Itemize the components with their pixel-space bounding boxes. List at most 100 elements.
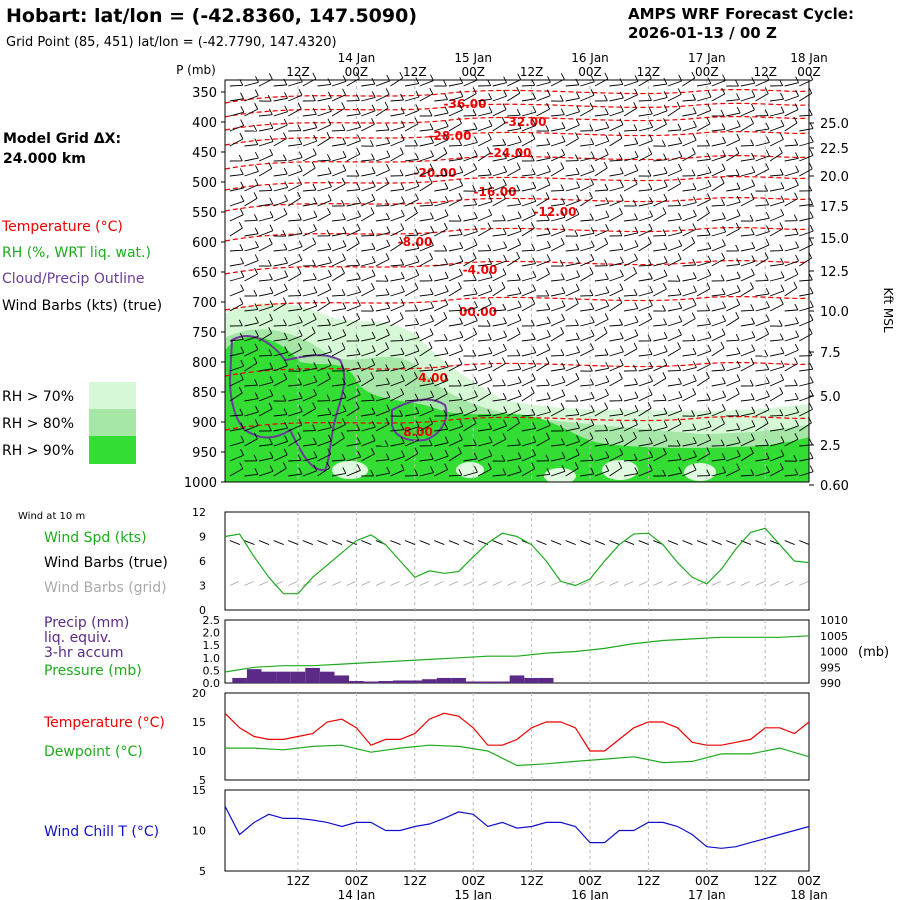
bottom-hour-label: 12Z bbox=[520, 874, 544, 888]
wind-barb-flag bbox=[574, 154, 579, 161]
wind-barb-flag bbox=[575, 319, 579, 326]
wind-barb bbox=[682, 202, 697, 207]
wind-barb-flag bbox=[399, 409, 403, 417]
wind-barb bbox=[799, 141, 814, 147]
wind-barb-flag bbox=[297, 289, 302, 296]
pressure-line bbox=[224, 635, 810, 673]
wind-barb-flag bbox=[604, 259, 608, 266]
legend-precip: Precip (mm) bbox=[44, 615, 129, 631]
wind-barb bbox=[302, 443, 317, 447]
wind-barb bbox=[638, 407, 652, 417]
wind-barb bbox=[740, 474, 754, 477]
wind-barb-flag bbox=[384, 439, 389, 447]
wind-barb bbox=[580, 108, 594, 117]
wind-barb bbox=[711, 155, 726, 162]
wind-barb-flag bbox=[722, 136, 726, 144]
wind-barb-flag bbox=[692, 374, 697, 382]
wind-barb bbox=[623, 80, 639, 87]
wind-barb-flag bbox=[795, 330, 800, 337]
wind-barb bbox=[463, 320, 478, 327]
wind-barb-flag bbox=[429, 363, 434, 371]
wind-barb-flag bbox=[751, 179, 756, 186]
wind-barb-flag bbox=[706, 469, 711, 476]
temperature-contour bbox=[224, 226, 810, 242]
wind-barb bbox=[244, 424, 259, 432]
legend-wind-barbs-true: Wind Barbs (true) bbox=[44, 555, 168, 571]
wind-barb-flag bbox=[488, 257, 493, 265]
wind-barb bbox=[404, 364, 419, 372]
wind-barb-flag bbox=[298, 164, 303, 172]
wind-barb-flag bbox=[590, 75, 595, 83]
wind-barb bbox=[565, 324, 579, 327]
wind-barb-flag bbox=[311, 161, 316, 169]
wind-barb-flag bbox=[313, 286, 318, 293]
wind-barb bbox=[638, 380, 653, 387]
wind-barb-flag bbox=[736, 258, 741, 265]
wind-barb bbox=[463, 93, 477, 102]
wind-barb bbox=[536, 473, 550, 477]
wind-barb bbox=[273, 467, 287, 477]
wind-barb-flag bbox=[764, 252, 769, 259]
wind-barb-flag bbox=[634, 226, 639, 234]
wind-barb bbox=[244, 184, 259, 192]
wind-barb-true bbox=[492, 540, 503, 546]
wind-barb bbox=[492, 233, 507, 237]
wind-barb bbox=[331, 437, 345, 447]
wind-barb-flag bbox=[458, 468, 463, 476]
wind-barb-flag bbox=[663, 256, 668, 263]
wind-barb bbox=[755, 279, 769, 282]
wind-barb-flag bbox=[517, 149, 522, 156]
wind-barb-flag bbox=[254, 392, 259, 399]
wind-barb bbox=[726, 215, 741, 222]
wind-barb bbox=[229, 428, 244, 432]
wind-barb bbox=[288, 411, 303, 417]
wind-barb bbox=[259, 279, 273, 282]
wind-barb bbox=[536, 335, 551, 342]
wind-barb-flag bbox=[369, 139, 374, 147]
wind-barb bbox=[244, 108, 258, 117]
wind-barb-flag bbox=[342, 226, 347, 234]
wind-barb bbox=[259, 114, 273, 117]
wind-barb-flag bbox=[253, 192, 258, 199]
wind-barb-flag bbox=[517, 465, 522, 472]
wind-barb bbox=[404, 261, 420, 267]
wind-barb-flag bbox=[357, 121, 362, 128]
wind-barb-flag bbox=[618, 461, 623, 469]
wind-barb-flag bbox=[357, 375, 362, 382]
wind-barb-flag bbox=[794, 227, 799, 235]
wind-barb-flag bbox=[576, 359, 580, 366]
wind-barb-flag bbox=[678, 226, 683, 233]
wind-barb bbox=[682, 469, 697, 477]
wind-barb bbox=[580, 322, 595, 327]
wind-barb-flag bbox=[296, 364, 301, 372]
precip-tick: 2.5 bbox=[203, 614, 221, 627]
wind-barb bbox=[419, 293, 434, 297]
wind-barb-flag bbox=[576, 105, 581, 112]
wind-barb bbox=[696, 261, 712, 267]
wind-barb-flag bbox=[707, 90, 712, 98]
wind-barb-flag bbox=[254, 378, 258, 386]
wind-barb-flag bbox=[590, 137, 595, 145]
wind-barb-flag bbox=[341, 177, 346, 185]
wind-barb bbox=[697, 399, 711, 402]
wind-barb bbox=[799, 244, 813, 252]
precip-bar bbox=[334, 675, 350, 683]
wind-barb-flag bbox=[722, 314, 726, 322]
wind-barb-flag bbox=[327, 448, 332, 455]
wind-barb bbox=[419, 396, 434, 402]
wind-barb bbox=[609, 173, 624, 177]
wind-barb-flag bbox=[648, 312, 653, 320]
wind-barb bbox=[258, 154, 273, 162]
wind-barb bbox=[477, 125, 493, 132]
wind-barb-true bbox=[609, 540, 620, 546]
wind-barb bbox=[653, 123, 667, 132]
wind-barb-true bbox=[711, 540, 722, 546]
temperature-contour bbox=[224, 130, 810, 146]
wind-barb-flag bbox=[282, 297, 287, 304]
wind-barb-flag bbox=[751, 103, 755, 111]
wind-barb-grid bbox=[361, 581, 371, 586]
wind-barb bbox=[273, 303, 287, 312]
wind-barb bbox=[331, 156, 347, 162]
wind-barb bbox=[623, 348, 638, 357]
wind-barb bbox=[799, 457, 814, 462]
